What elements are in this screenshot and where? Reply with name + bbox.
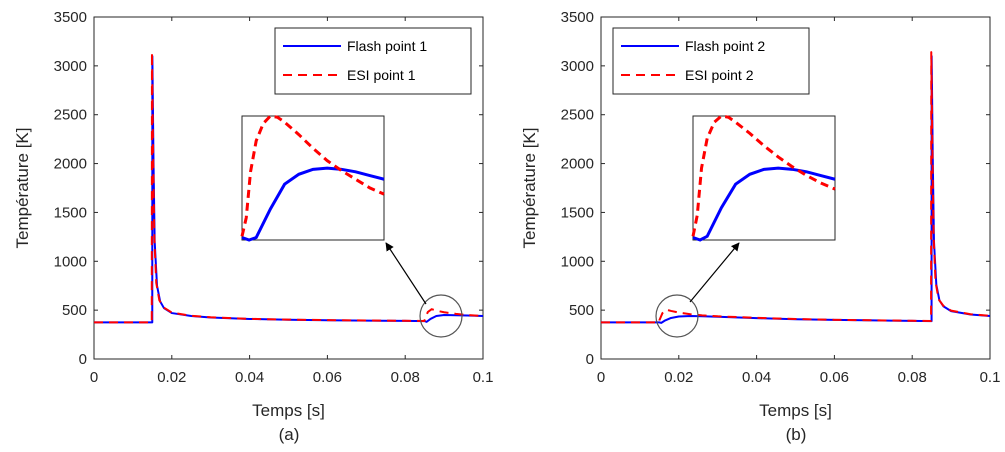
y-tick-label: 3000 [561,58,594,75]
zoom-circle [419,294,463,338]
y-tick-label: 2500 [54,107,87,124]
zoom-circle [655,294,699,338]
y-tick-label: 2500 [561,107,594,124]
y-tick-label: 1000 [561,253,594,270]
x-tick-label: 0.04 [742,369,771,386]
legend-label: Flash point 2 [685,38,765,54]
y-tick-label: 3000 [54,58,87,75]
inset-flash-line [241,166,385,242]
inset-flash-line [692,166,836,242]
x-tick-label: 0.08 [391,369,420,386]
inset-esi-line [240,114,385,237]
x-tick-label: 0.02 [157,369,186,386]
esi-series-line [601,51,991,324]
legend-label: Flash point 1 [347,38,427,54]
y-tick-label: 500 [62,302,87,319]
y-axis-label: Température [K] [520,128,539,249]
x-axis-label: Temps [s] [252,401,325,420]
y-tick-label: 500 [569,302,594,319]
panel-caption: (b) [786,425,807,444]
x-tick-label: 0.06 [313,369,342,386]
y-tick-label: 2000 [54,156,87,173]
x-tick-label: 0.1 [473,369,494,386]
y-tick-label: 1500 [561,204,594,221]
y-tick-label: 2000 [561,156,594,173]
esi-series-line [94,51,484,324]
y-tick-label: 0 [586,351,594,368]
legend-label: ESI point 2 [685,67,754,83]
x-tick-label: 0 [90,369,98,386]
y-tick-label: 1500 [54,204,87,221]
x-tick-label: 0.1 [980,369,1001,386]
x-axis-label: Temps [s] [759,401,832,420]
y-tick-label: 1000 [54,253,87,270]
legend-box [274,27,472,95]
x-tick-label: 0.02 [664,369,693,386]
x-tick-label: 0 [597,369,605,386]
x-tick-label: 0.06 [820,369,849,386]
legend-label: ESI point 1 [347,67,416,83]
y-tick-label: 3500 [54,9,87,26]
legend-box [612,27,810,95]
panel-b: 0 0.02 0.04 0.06 0.08 0.1 0 500 1000 1500 2000 2500… [520,9,1000,444]
zoom-arrow [385,242,427,305]
zoom-arrow [689,242,740,303]
y-tick-label: 3500 [561,9,594,26]
panel-caption: (a) [279,425,300,444]
y-tick-label: 0 [79,351,87,368]
inset-esi-line [691,114,836,237]
panel-a: 0 0.02 0.04 0.06 0.08 0.1 0 500 1000 1500 2000 2500… [13,9,493,444]
y-axis-label: Température [K] [13,128,32,249]
x-tick-label: 0.08 [898,369,927,386]
x-tick-label: 0.04 [235,369,264,386]
